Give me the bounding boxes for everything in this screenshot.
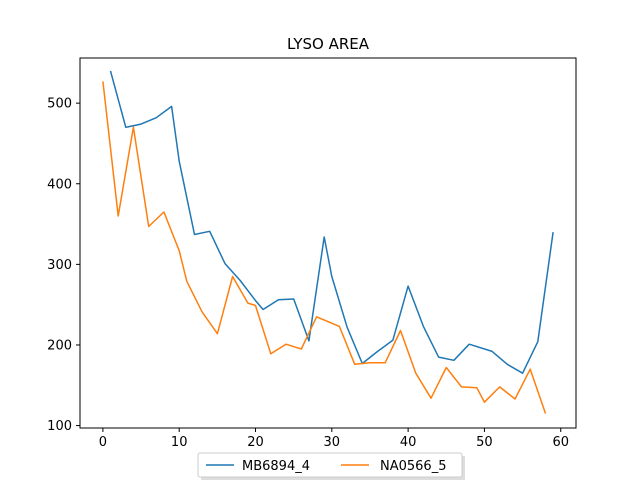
legend-label-mb6894-4: MB6894_4 bbox=[242, 459, 310, 474]
series-line-na0566-5 bbox=[102, 81, 547, 414]
x-tick-label: 20 bbox=[247, 435, 264, 450]
y-tick-label: 400 bbox=[47, 177, 72, 192]
y-axis: 100 200 300 400 500 bbox=[47, 97, 80, 434]
series-line-mb6894-4 bbox=[109, 70, 554, 374]
x-tick-label: 0 bbox=[99, 435, 107, 450]
x-tick-label: 50 bbox=[476, 435, 493, 450]
y-tick-label: 300 bbox=[47, 258, 72, 273]
x-axis: 0 10 20 30 40 50 60 bbox=[99, 428, 569, 450]
x-tick-label: 40 bbox=[400, 435, 417, 450]
y-tick-label: 100 bbox=[47, 419, 72, 434]
axes-frame bbox=[79, 57, 577, 429]
x-tick-label: 30 bbox=[324, 435, 341, 450]
y-tick-label: 200 bbox=[47, 338, 72, 353]
chart-title: LYSO AREA bbox=[287, 35, 370, 53]
plot-area bbox=[102, 70, 554, 414]
y-tick-label: 500 bbox=[47, 97, 72, 112]
x-tick-label: 60 bbox=[552, 435, 569, 450]
legend-box bbox=[197, 452, 463, 478]
legend-label-na0566-5: NA0566_5 bbox=[380, 459, 446, 474]
legend: MB6894_4 NA0566_5 bbox=[197, 452, 465, 480]
x-tick-label: 10 bbox=[171, 435, 188, 450]
